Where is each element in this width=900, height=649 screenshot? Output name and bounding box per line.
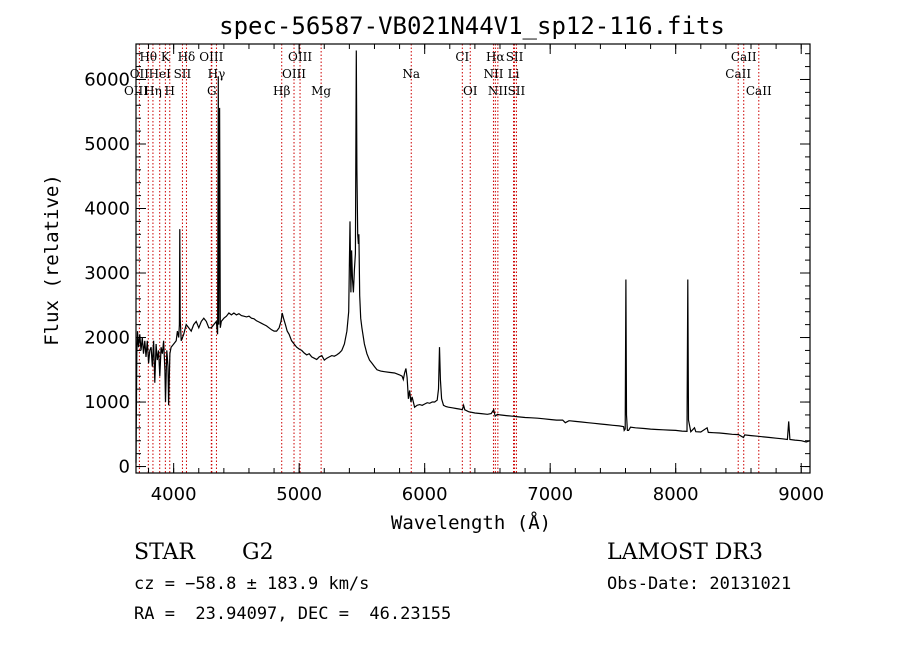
line-label: Hθ <box>139 50 157 64</box>
x-tick-label: 6000 <box>402 484 448 505</box>
line-label: SII <box>174 67 192 81</box>
y-tick-label: 3000 <box>84 263 130 284</box>
line-label: H <box>165 84 175 98</box>
y-tick-label: 4000 <box>84 199 130 220</box>
line-label: Mg <box>311 84 331 98</box>
line-label: SII <box>506 50 524 64</box>
x-axis-ticks: 4000 5000 6000 7000 8000 9000 <box>148 44 824 505</box>
y-tick-label: 6000 <box>84 69 130 90</box>
line-label: SII <box>508 84 526 98</box>
line-label: K <box>161 50 171 64</box>
line-label: OI <box>463 84 478 98</box>
y-tick-label: 2000 <box>84 328 130 349</box>
chart-title: spec-56587-VB021N44V1_sp12-116.fits <box>219 12 725 40</box>
line-label: CaII <box>746 84 772 98</box>
x-tick-label: 8000 <box>653 484 699 505</box>
ra-dec: RA = 23.94097, DEC = 46.23155 <box>134 604 452 624</box>
object-class: STAR <box>134 540 195 565</box>
line-label: NII <box>483 67 503 81</box>
object-subclass: G2 <box>242 540 274 565</box>
x-tick-label: 9000 <box>778 484 824 505</box>
line-label: HeI <box>149 67 172 81</box>
line-label: Na <box>402 67 420 81</box>
line-label: NII <box>488 84 508 98</box>
line-label: Hη <box>144 84 162 98</box>
line-label: Hδ <box>178 50 196 64</box>
obs-date: Obs-Date: 20131021 <box>607 574 792 594</box>
plot-frame <box>135 43 811 474</box>
y-tick-label: 5000 <box>84 134 130 155</box>
y-axis-ticks: 0 1000 2000 3000 4000 5000 6000 <box>84 53 810 478</box>
x-tick-label: 7000 <box>527 484 573 505</box>
x-tick-label: 5000 <box>276 484 322 505</box>
spectrum-line <box>135 50 811 463</box>
emission-line-markers <box>135 44 760 473</box>
line-label: Hβ <box>273 84 290 98</box>
line-label: CaII <box>731 50 757 64</box>
line-label: Hγ <box>208 67 226 81</box>
line-label: Li <box>508 67 520 81</box>
survey-name: LAMOST DR3 <box>607 540 763 565</box>
y-tick-label: 0 <box>119 457 130 478</box>
line-label: G <box>207 84 217 98</box>
line-label: CI <box>455 50 469 64</box>
line-label: Hα <box>486 50 505 64</box>
line-label: OIII <box>282 67 306 81</box>
x-axis-label: Wavelength (Å) <box>391 511 551 534</box>
x-tick-label: 4000 <box>151 484 197 505</box>
y-axis-label: Flux (relative) <box>41 174 63 346</box>
line-label: OII <box>130 67 150 81</box>
line-label: OIII <box>199 50 223 64</box>
redshift-cz: cz = −58.8 ± 183.9 km/s <box>134 574 370 594</box>
line-label: OIII <box>288 50 312 64</box>
line-label: CaII <box>725 67 751 81</box>
y-tick-label: 1000 <box>84 392 130 413</box>
